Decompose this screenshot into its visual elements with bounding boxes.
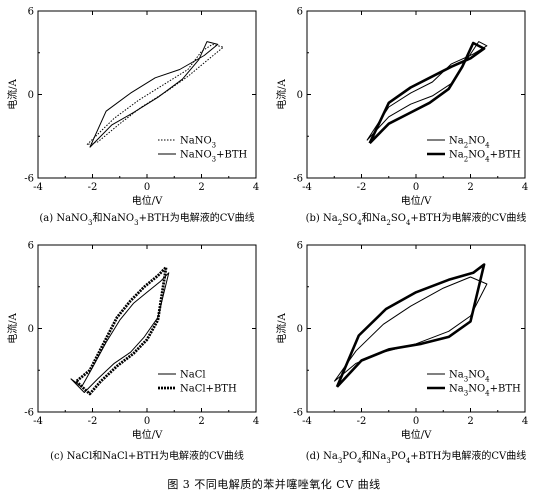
legend-label-1: Na3NO4 (449, 370, 490, 384)
panel-caption: (d) Na3PO4和Na3PO4+BTH为电解液的CV曲线 (306, 449, 527, 465)
x-tick-label: -4 (302, 416, 312, 427)
figure-caption: 图 3 不同电解质的苯并噻唑氧化 CV 曲线 (167, 477, 380, 491)
legend-label-2: NaNO3+BTH (180, 150, 248, 164)
y-tick-label: 6 (297, 241, 303, 252)
y-tick-label: 6 (28, 241, 34, 252)
x-tick-label: -4 (33, 182, 43, 193)
x-tick-label: -2 (88, 182, 98, 193)
x-tick-label: 2 (198, 182, 204, 193)
x-axis-label: 电位/V (132, 428, 163, 441)
panel-caption: (b) Na2SO4和Na2SO4+BTH为电解液的CV曲线 (306, 211, 527, 227)
x-tick-label: -2 (357, 416, 367, 427)
x-tick-label: -4 (302, 182, 312, 193)
y-tick-label: -6 (293, 174, 303, 185)
series-line-2 (75, 265, 168, 396)
legend-label-1: NaNO3 (180, 136, 216, 150)
x-tick-label: -4 (33, 416, 43, 427)
y-tick-label: -6 (24, 174, 34, 185)
series-line-1 (86, 43, 224, 146)
panel-caption: (a) NaNO3和NaNO3+BTH为电解液的CV曲线 (39, 211, 254, 227)
panel-caption: (c) NaCl和NaCl+BTH为电解液的CV曲线 (50, 449, 244, 462)
legend-label-2: NaCl+BTH (180, 384, 237, 395)
x-tick-label: 0 (413, 182, 419, 193)
x-tick-label: -2 (357, 182, 367, 193)
y-tick-label: 0 (297, 324, 303, 335)
x-tick-label: 2 (467, 416, 473, 427)
x-tick-label: 0 (413, 416, 419, 427)
y-tick-label: 0 (297, 90, 303, 101)
legend-label-2: Na3NO4+BTH (449, 384, 521, 398)
x-tick-label: 4 (522, 416, 528, 427)
series-line-2 (89, 41, 219, 148)
x-tick-label: -2 (88, 416, 98, 427)
x-tick-label: 2 (198, 416, 204, 427)
x-axis-label: 电位/V (401, 194, 432, 207)
y-axis-label: 电流/A (6, 78, 19, 109)
y-tick-label: 6 (28, 7, 34, 18)
x-axis-label: 电位/V (132, 194, 163, 207)
y-tick-label: -6 (293, 408, 303, 419)
x-tick-label: 4 (253, 416, 259, 427)
x-tick-label: 2 (467, 182, 473, 193)
series-line-1 (366, 41, 488, 141)
x-tick-label: 0 (144, 416, 150, 427)
y-tick-label: -6 (24, 408, 34, 419)
chart-panel-c: -4 -2 0 2 4 -6 0 6 电位/V 电流/A NaCl NaCl+BTH (c) NaCl和… (6, 241, 259, 463)
x-tick-label: 0 (144, 182, 150, 193)
x-tick-label: 4 (522, 182, 528, 193)
y-axis-label: 电流/A (275, 78, 288, 109)
legend-label-1: Na2NO4 (449, 136, 490, 150)
y-tick-label: 0 (28, 90, 34, 101)
y-axis-label: 电流/A (6, 312, 19, 343)
x-tick-label: 4 (253, 182, 259, 193)
legend-label-1: NaCl (180, 370, 206, 381)
y-tick-label: 0 (28, 324, 34, 335)
legend-label-2: Na2NO4+BTH (449, 150, 521, 164)
x-axis-label: 电位/V (401, 428, 432, 441)
series-line-2 (368, 41, 486, 145)
y-axis-label: 电流/A (275, 312, 288, 343)
y-tick-label: 6 (297, 7, 303, 18)
series-line-2 (335, 263, 486, 388)
